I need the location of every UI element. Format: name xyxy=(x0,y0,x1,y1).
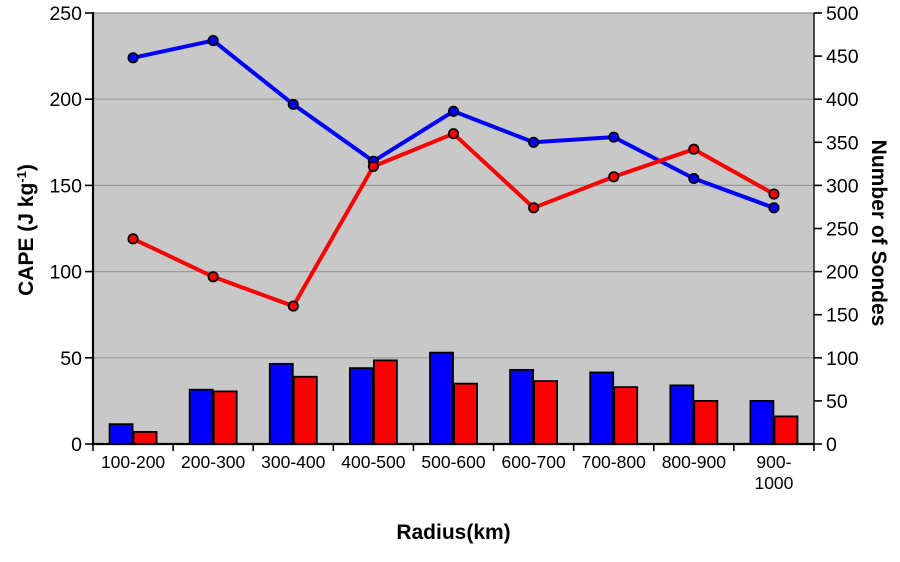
bar xyxy=(429,351,454,445)
data-point-marker xyxy=(528,136,540,148)
blue-cape-line xyxy=(127,35,780,214)
left-tick-label: 200 xyxy=(49,89,82,111)
x-axis-labels: 100-200 200-300 300-400 400-500 500-600 600-7… xyxy=(101,452,794,493)
right-tick-label: 450 xyxy=(826,46,859,68)
x-category-label: 600-700 xyxy=(501,452,565,472)
data-point-marker xyxy=(287,300,299,312)
bar xyxy=(509,368,535,445)
red-cape-line xyxy=(127,128,780,312)
data-point-marker xyxy=(447,105,460,117)
data-point-marker xyxy=(768,188,780,200)
bar xyxy=(749,399,775,445)
x-axis-ticks xyxy=(92,444,815,451)
bar xyxy=(773,415,799,445)
left-tick-label: 150 xyxy=(49,175,82,197)
left-axis-title-superscript: -1 xyxy=(14,171,29,183)
x-category-label: 900- xyxy=(756,452,791,472)
bar xyxy=(589,371,615,445)
x-category-label: 1000 xyxy=(754,473,793,493)
left-tick-label: 50 xyxy=(60,348,82,370)
right-tick-label: 200 xyxy=(826,262,859,284)
bar xyxy=(132,431,158,445)
right-axis-ticks: 0 50 100 150 200 250 300 350 400 450 500 xyxy=(814,3,859,456)
bar xyxy=(453,382,478,445)
data-point-marker xyxy=(447,128,460,140)
left-axis-ticks: 0 50 100 150 200 250 xyxy=(49,3,93,456)
bar xyxy=(268,362,294,445)
right-tick-label: 400 xyxy=(826,89,859,111)
data-point-marker xyxy=(528,202,540,214)
left-tick-label: 250 xyxy=(49,3,82,25)
right-tick-label: 150 xyxy=(826,305,859,327)
left-tick-label: 100 xyxy=(49,262,82,284)
bar xyxy=(188,388,214,445)
data-point-marker xyxy=(608,171,620,183)
data-point-marker xyxy=(127,52,139,64)
x-axis-title: Radius(km) xyxy=(396,521,511,544)
x-category-label: 400-500 xyxy=(341,452,405,472)
bar xyxy=(613,386,639,445)
right-tick-label: 300 xyxy=(826,175,859,197)
left-axis-title-text: CAPE (J kg xyxy=(15,182,38,296)
bar xyxy=(669,384,695,445)
bar xyxy=(348,367,374,445)
left-tick-label: 0 xyxy=(71,434,82,456)
left-axis-title: CAPE (J kg-1) xyxy=(14,164,39,296)
x-category-label: 200-300 xyxy=(181,452,245,472)
right-axis-title: Number of Sondes xyxy=(867,139,890,327)
data-point-marker xyxy=(127,233,139,245)
data-point-marker xyxy=(768,202,780,214)
right-tick-label: 500 xyxy=(826,3,859,25)
data-point-marker xyxy=(688,172,700,185)
bar xyxy=(212,390,238,445)
x-category-label: 500-600 xyxy=(421,452,485,472)
bar xyxy=(693,399,719,445)
right-tick-label: 50 xyxy=(826,391,848,413)
data-point-marker xyxy=(207,35,219,47)
bar xyxy=(372,359,398,445)
x-category-label: 700-800 xyxy=(582,452,646,472)
x-category-label: 100-200 xyxy=(101,452,165,472)
data-point-marker xyxy=(367,160,379,172)
right-tick-label: 350 xyxy=(826,132,859,154)
right-tick-label: 250 xyxy=(826,219,859,241)
right-tick-label: 0 xyxy=(826,434,837,456)
data-point-marker xyxy=(688,143,700,155)
x-category-label: 800-900 xyxy=(662,452,726,472)
bar xyxy=(292,375,318,445)
bar xyxy=(108,423,134,445)
data-point-marker xyxy=(608,131,620,143)
data-point-marker xyxy=(207,271,219,283)
data-point-marker xyxy=(287,98,299,110)
right-tick-label: 100 xyxy=(826,348,859,370)
x-category-label: 300-400 xyxy=(261,452,325,472)
bar xyxy=(533,380,559,445)
